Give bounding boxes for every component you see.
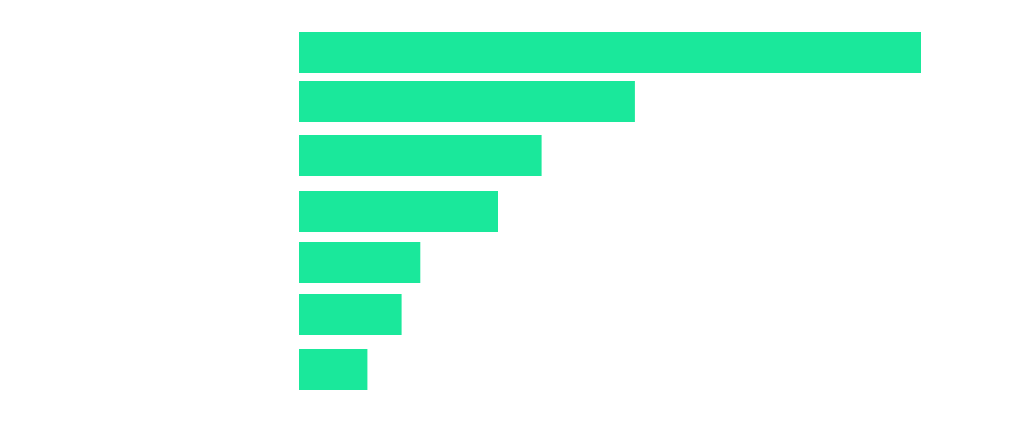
bar-2 — [299, 81, 635, 122]
bar-1 — [299, 32, 921, 73]
bar-4 — [299, 191, 498, 232]
bar-3 — [299, 135, 542, 176]
bars-group — [299, 32, 921, 390]
bar-6 — [299, 294, 402, 335]
bar-7 — [299, 349, 368, 390]
bar-5 — [299, 242, 421, 283]
